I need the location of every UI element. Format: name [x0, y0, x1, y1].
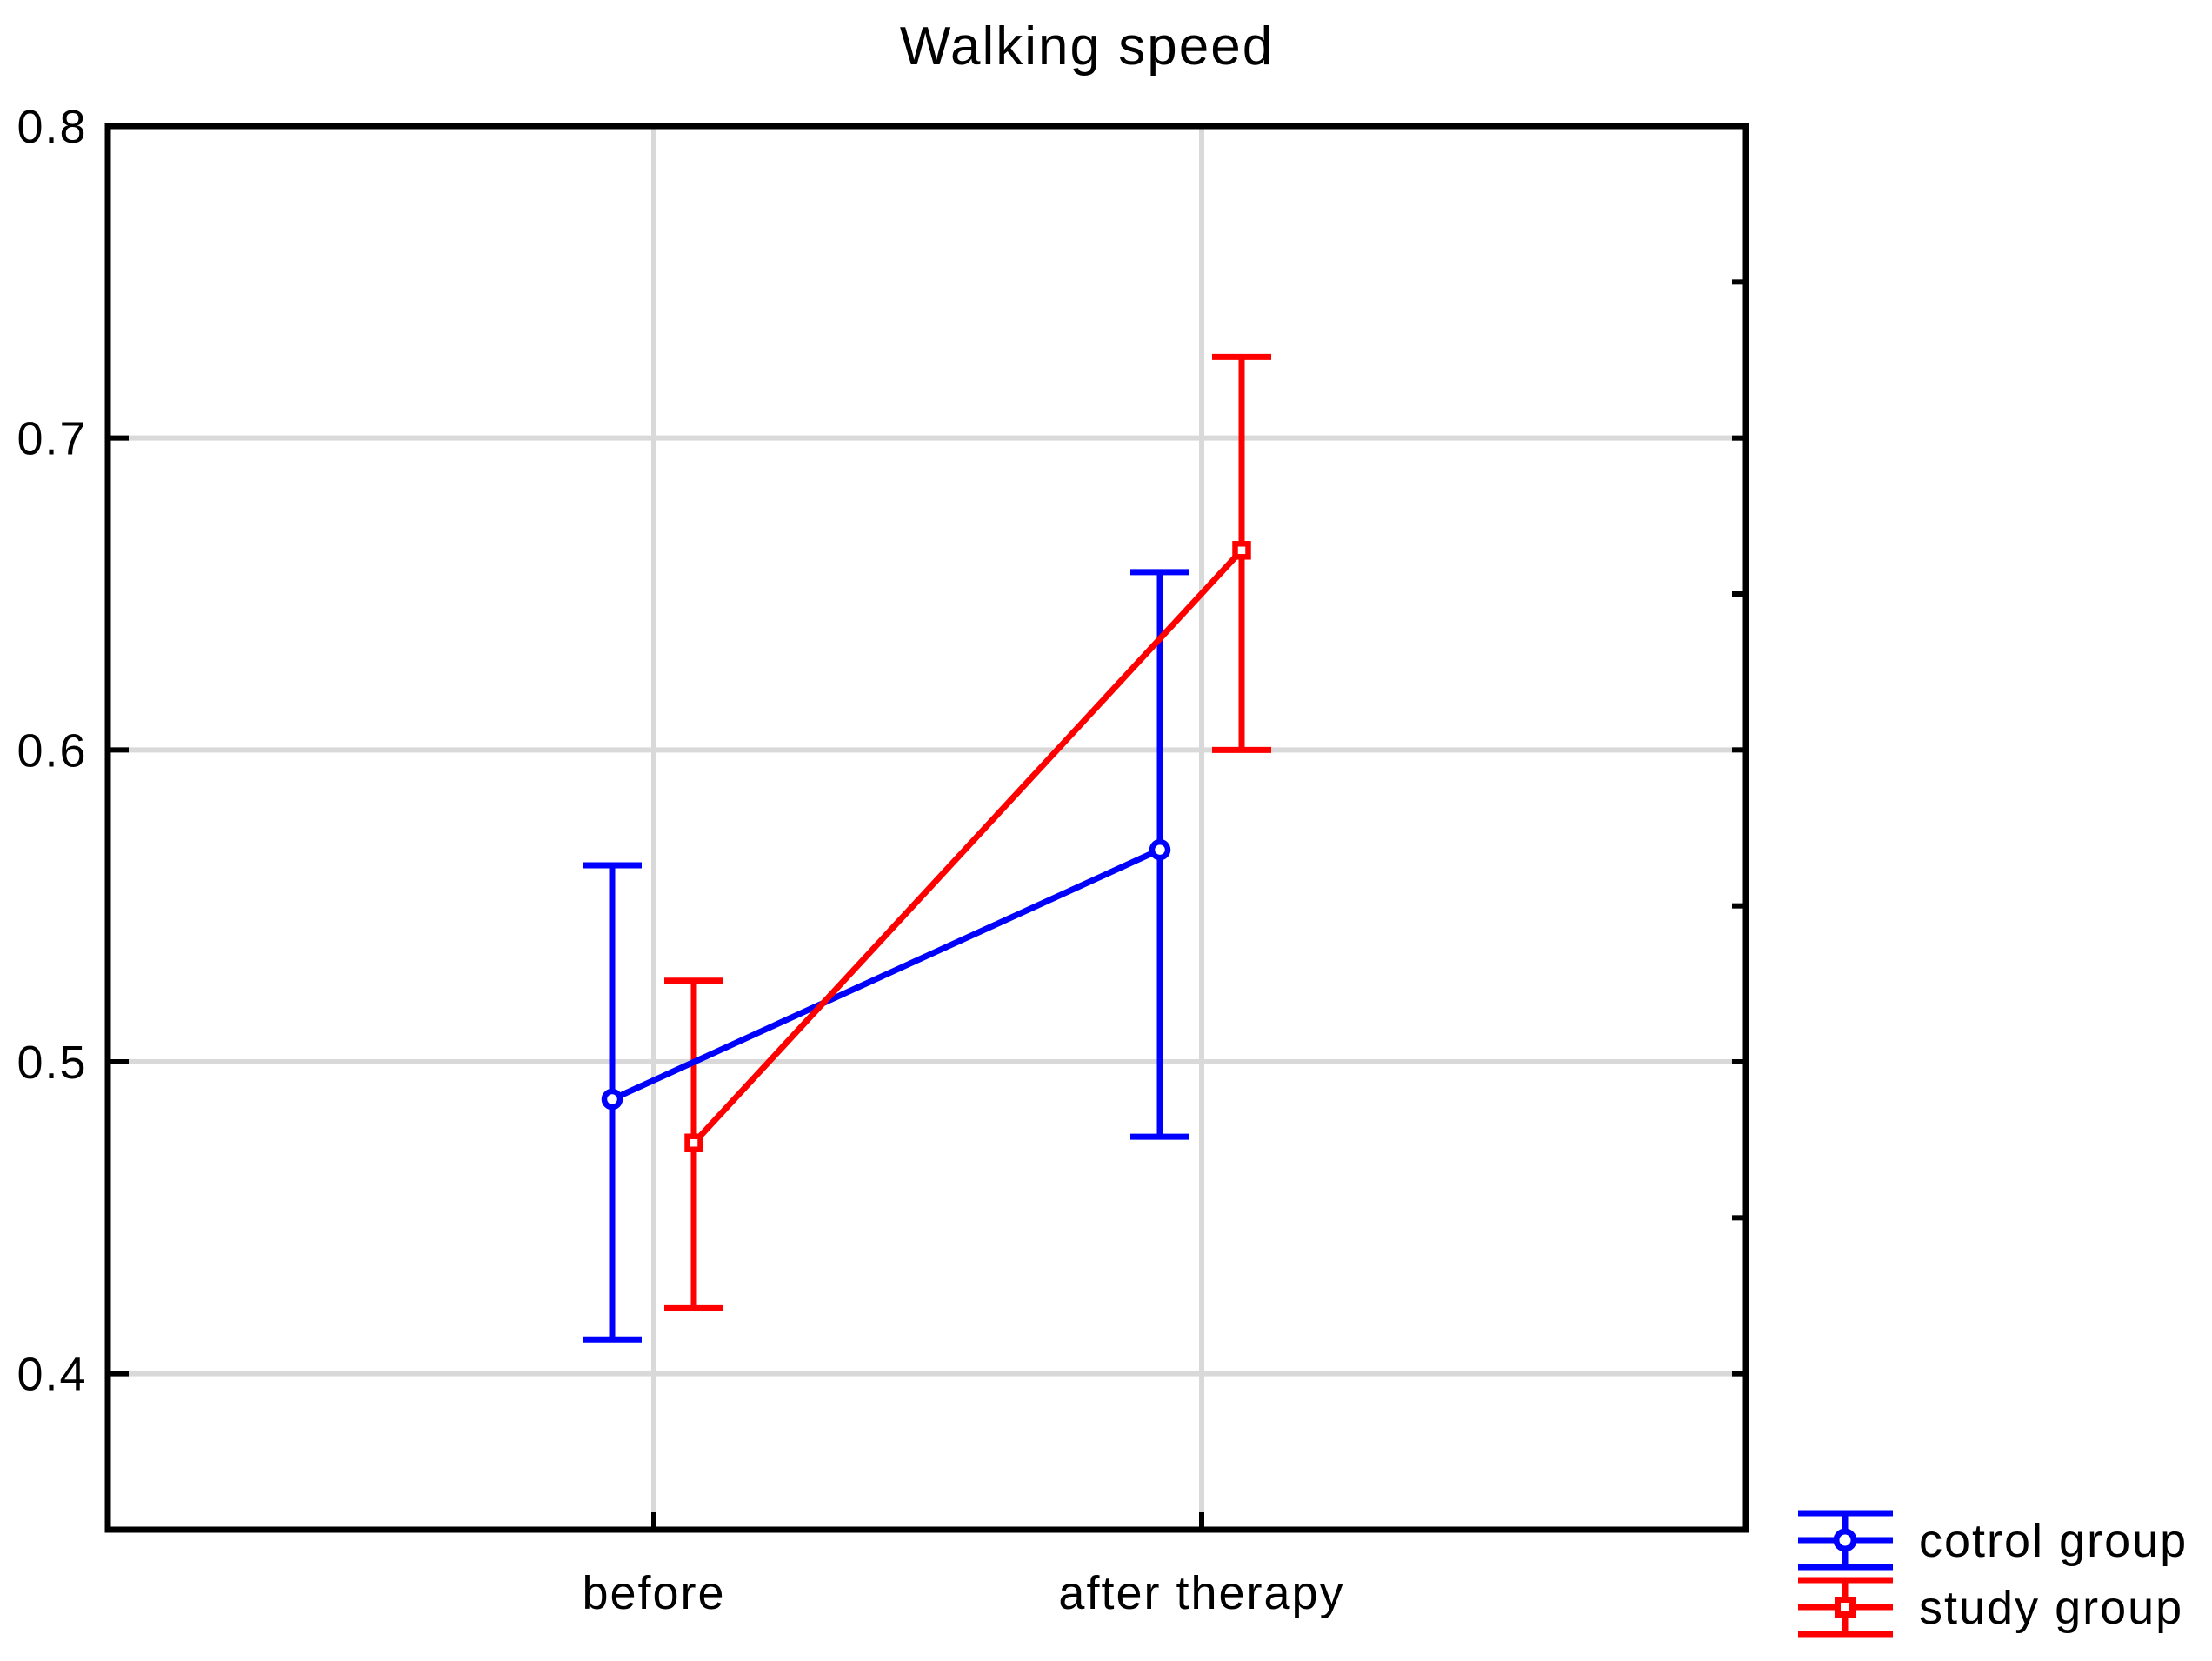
series-line-study-group: [691, 548, 1244, 1145]
plot-frame: [104, 123, 1749, 1533]
y-axis-label: 0.8: [17, 101, 87, 153]
legend-label-cotrol-group: cotrol group: [1919, 1515, 2188, 1567]
series-line-cotrol-group: [610, 846, 1162, 1103]
y-axis-label: 0.4: [17, 1349, 87, 1401]
series-cotrol-group-circle-marker: [601, 1088, 623, 1111]
legend-study-group-square-marker: [1835, 1597, 1856, 1618]
chart-title: Walking speed: [900, 17, 1274, 77]
x-axis-label: before: [582, 1567, 725, 1619]
series-study-group-square-marker: [684, 1133, 703, 1153]
legend-cotrol-group-circle-marker: [1833, 1528, 1857, 1552]
y-axis-label: 0.6: [17, 724, 87, 777]
x-axis-label: after therapy: [1058, 1567, 1344, 1619]
series-study-group-square-marker: [1232, 541, 1251, 560]
y-axis-label: 0.5: [17, 1037, 87, 1089]
legend-label-study-group: study group: [1919, 1582, 2183, 1634]
y-axis-label: 0.7: [17, 413, 87, 465]
series-cotrol-group-circle-marker: [1149, 838, 1171, 861]
